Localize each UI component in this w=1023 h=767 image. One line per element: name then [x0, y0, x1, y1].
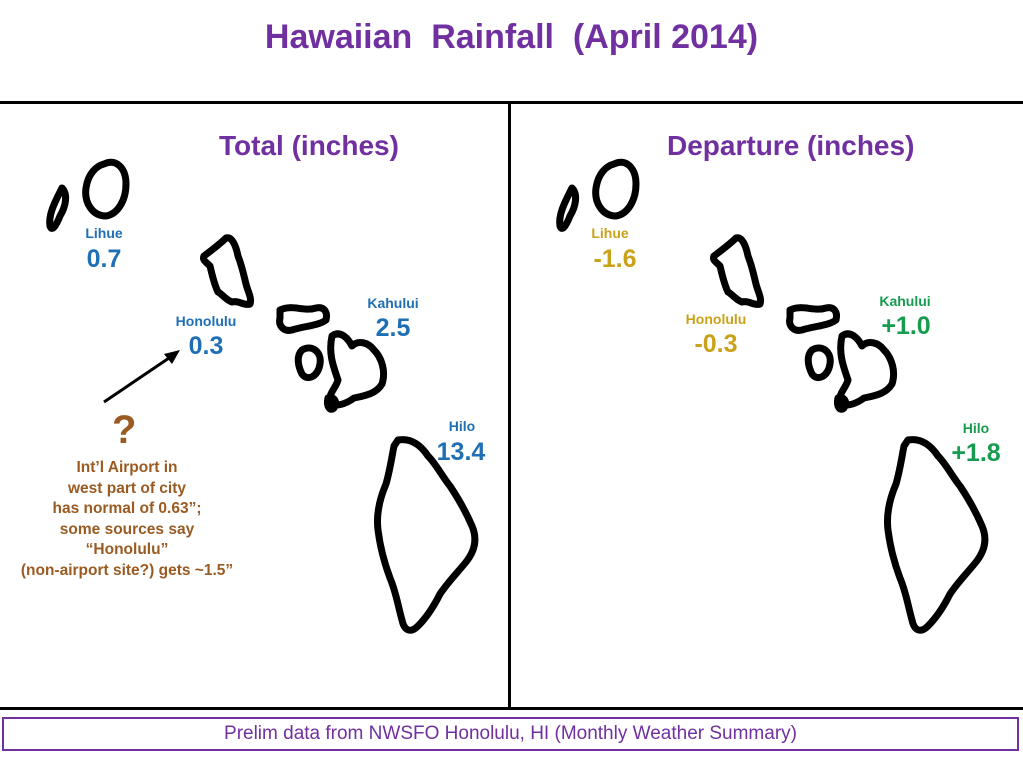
kauai-outline [82, 158, 130, 220]
note-line: (non-airport site?) gets ~1.5” [20, 561, 234, 579]
lihue-label-departure: Lihue [591, 225, 629, 241]
note-line: west part of city [68, 479, 186, 497]
niihau-outline [46, 184, 70, 232]
bottom-divider [0, 707, 1023, 710]
departure-panel-title: Departure (inches) [667, 130, 915, 161]
hilo-label-departure: Hilo [962, 420, 990, 436]
panel-divider [508, 101, 511, 710]
top-divider [0, 101, 1023, 104]
kahului-value-total: 2.5 [375, 314, 411, 342]
note-line: has normal of 0.63”; [52, 500, 202, 517]
lanai-outline [294, 344, 324, 382]
honolulu-label-departure: Honolulu [685, 311, 747, 327]
lihue-label-total: Lihue [85, 225, 123, 241]
molokai-outline [276, 304, 330, 334]
kahoolawe-outline [324, 394, 340, 413]
honolulu-value-departure: -0.3 [694, 330, 738, 358]
page-title: Hawaiian Rainfall (April 2014) [264, 18, 759, 56]
honolulu-label-total: Honolulu [175, 313, 237, 329]
question-mark: ? [112, 408, 137, 452]
kahului-label-departure: Kahului [879, 293, 931, 309]
note-line: “Honolulu” [85, 541, 169, 558]
note-line: Int’l Airport in [76, 459, 178, 476]
honolulu-value-total: 0.3 [188, 332, 224, 360]
lihue-value-departure: -1.6 [593, 245, 637, 273]
big-island-outline [374, 436, 479, 634]
airport-note: Int’l Airport in west part of city has n… [0, 458, 254, 581]
note-line: some sources say [59, 520, 195, 538]
kahului-label-total: Kahului [367, 295, 419, 311]
hilo-label-total: Hilo [448, 418, 476, 434]
hilo-value-total: 13.4 [436, 438, 486, 466]
pointer-arrow [103, 350, 180, 404]
kahului-value-departure: +1.0 [881, 312, 931, 340]
total-panel-title: Total (inches) [219, 130, 399, 161]
hilo-value-departure: +1.8 [951, 439, 1001, 467]
maui-outline [326, 330, 388, 409]
source-footer: Prelim data from NWSFO Honolulu, HI (Mon… [2, 717, 1019, 751]
lihue-value-total: 0.7 [86, 245, 122, 273]
oahu-outline [200, 234, 254, 308]
